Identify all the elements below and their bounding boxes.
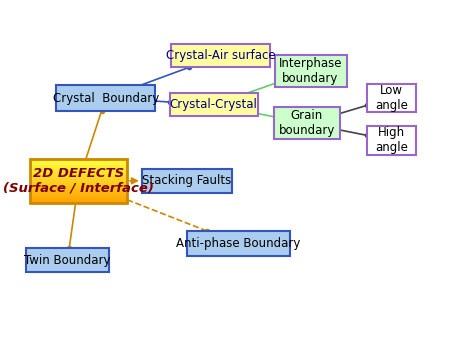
- Bar: [30, 199, 127, 200]
- Bar: [30, 168, 127, 169]
- Bar: [171, 44, 270, 67]
- Text: Low
angle: Low angle: [375, 84, 408, 112]
- Bar: [30, 165, 127, 166]
- Bar: [30, 177, 127, 178]
- Text: Crystal-Crystal: Crystal-Crystal: [170, 98, 258, 111]
- Text: Crystal-Air surface: Crystal-Air surface: [166, 49, 275, 62]
- Bar: [30, 167, 127, 168]
- Bar: [30, 182, 127, 183]
- Bar: [142, 169, 232, 193]
- Bar: [30, 180, 127, 181]
- Bar: [187, 231, 290, 256]
- Bar: [30, 175, 127, 176]
- Bar: [30, 200, 127, 201]
- Bar: [30, 198, 127, 199]
- Bar: [30, 159, 127, 203]
- Bar: [30, 201, 127, 202]
- Text: 2D DEFECTS
(Surface / Interface): 2D DEFECTS (Surface / Interface): [3, 167, 154, 195]
- Bar: [367, 126, 416, 155]
- Text: Grain
boundary: Grain boundary: [279, 110, 335, 137]
- Text: High
angle: High angle: [375, 126, 408, 154]
- Bar: [26, 248, 109, 272]
- Bar: [30, 179, 127, 180]
- Bar: [30, 184, 127, 185]
- Bar: [30, 162, 127, 163]
- Bar: [30, 189, 127, 190]
- Bar: [274, 107, 340, 139]
- Bar: [170, 93, 257, 116]
- Text: Crystal  Boundary: Crystal Boundary: [53, 92, 159, 104]
- Bar: [30, 161, 127, 162]
- Bar: [30, 194, 127, 195]
- Text: Twin Boundary: Twin Boundary: [24, 254, 111, 267]
- Bar: [56, 86, 155, 111]
- Bar: [30, 164, 127, 165]
- Text: Interphase
boundary: Interphase boundary: [279, 57, 342, 85]
- Bar: [30, 185, 127, 186]
- Bar: [30, 173, 127, 174]
- Bar: [30, 172, 127, 173]
- Bar: [30, 163, 127, 164]
- Text: Anti-phase Boundary: Anti-phase Boundary: [176, 237, 301, 250]
- Bar: [30, 187, 127, 188]
- Text: Stacking Faults: Stacking Faults: [142, 174, 231, 187]
- Bar: [30, 181, 127, 182]
- Bar: [30, 160, 127, 161]
- Bar: [30, 196, 127, 197]
- Bar: [30, 170, 127, 171]
- Bar: [30, 169, 127, 170]
- Bar: [30, 188, 127, 189]
- Bar: [30, 171, 127, 172]
- Bar: [367, 83, 416, 112]
- Bar: [30, 166, 127, 167]
- Bar: [30, 183, 127, 184]
- Bar: [30, 195, 127, 196]
- Bar: [30, 186, 127, 187]
- Bar: [30, 174, 127, 175]
- Bar: [30, 190, 127, 191]
- Bar: [30, 202, 127, 203]
- Bar: [274, 55, 346, 87]
- Bar: [30, 192, 127, 193]
- Bar: [30, 191, 127, 192]
- Bar: [30, 159, 127, 160]
- Bar: [30, 176, 127, 177]
- Bar: [30, 197, 127, 198]
- Bar: [30, 193, 127, 194]
